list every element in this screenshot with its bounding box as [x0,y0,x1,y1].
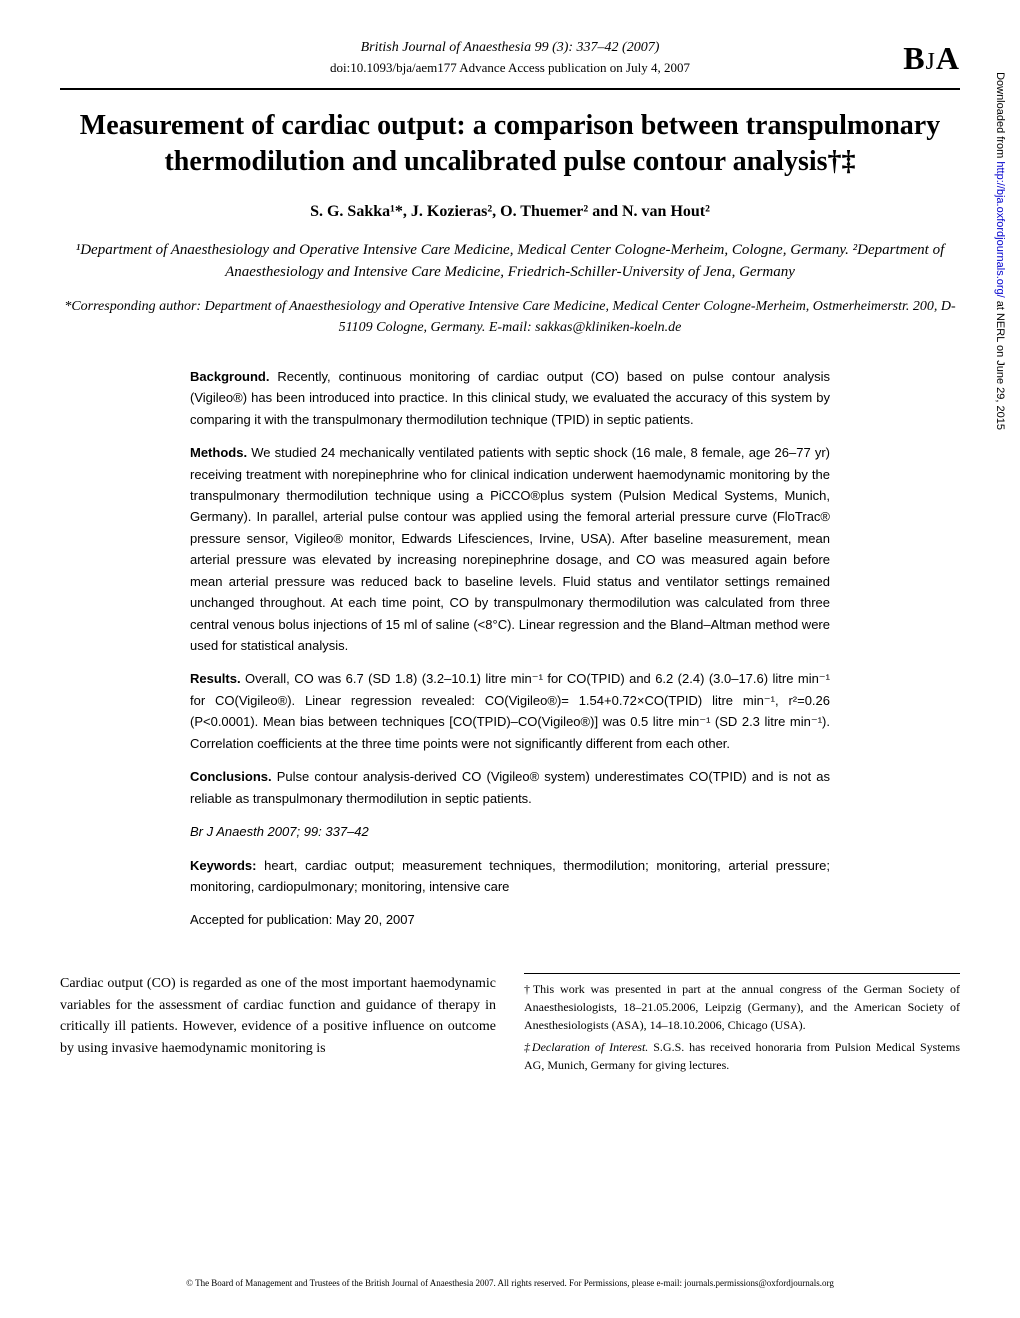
footnote-1: †This work was presented in part at the … [524,980,960,1034]
affiliations: ¹Department of Anaesthesiology and Opera… [60,239,960,284]
abstract-background: Background. Recently, continuous monitor… [190,366,830,430]
methods-label: Methods. [190,445,247,460]
abstract-results: Results. Overall, CO was 6.7 (SD 1.8) (3… [190,668,830,754]
bja-logo: BJA [903,40,960,77]
accepted-date: Accepted for publication: May 20, 2007 [190,909,830,930]
abstract-methods: Methods. We studied 24 mechanically vent… [190,442,830,656]
abstract: Background. Recently, continuous monitor… [190,366,830,931]
background-text: Recently, continuous monitoring of cardi… [190,369,830,427]
results-text: Overall, CO was 6.7 (SD 1.8) (3.2–10.1) … [190,671,830,750]
keywords: Keywords: heart, cardiac output; measure… [190,855,830,898]
conclusions-label: Conclusions. [190,769,272,784]
side-note-prefix: Downloaded from [994,72,1006,161]
copyright-footer: © The Board of Management and Trustees o… [60,1278,960,1288]
journal-meta: British Journal of Anaesthesia 99 (3): 3… [60,40,960,56]
doi-line: doi:10.1093/bja/aem177 Advance Access pu… [60,60,960,76]
results-label: Results. [190,671,241,686]
header-divider [60,88,960,90]
download-note: Downloaded from http://bja.oxfordjournal… [994,72,1006,430]
article-title: Measurement of cardiac output: a compari… [60,108,960,181]
footnote-2-label: ‡Declaration of Interest. [524,1040,648,1054]
corresponding-author: *Corresponding author: Department of Ana… [60,296,960,338]
footnote-2: ‡Declaration of Interest. S.G.S. has rec… [524,1038,960,1074]
body-columns: Cardiac output (CO) is regarded as one o… [60,973,960,1078]
conclusions-text: Pulse contour analysis-derived CO (Vigil… [190,769,830,805]
methods-text: We studied 24 mechanically ventilated pa… [190,445,830,653]
side-note-link[interactable]: http://bja.oxfordjournals.org/ [994,161,1006,297]
abstract-conclusions: Conclusions. Pulse contour analysis-deri… [190,766,830,809]
body-intro: Cardiac output (CO) is regarded as one o… [60,973,496,1078]
authors: S. G. Sakka¹*, J. Kozieras², O. Thuemer²… [60,203,960,221]
footnotes: †This work was presented in part at the … [524,973,960,1078]
keywords-label: Keywords: [190,858,256,873]
background-label: Background. [190,369,269,384]
keywords-text: heart, cardiac output; measurement techn… [190,858,830,894]
citation: Br J Anaesth 2007; 99: 337–42 [190,821,830,842]
side-note-suffix: at NERL on June 29, 2015 [994,298,1006,430]
